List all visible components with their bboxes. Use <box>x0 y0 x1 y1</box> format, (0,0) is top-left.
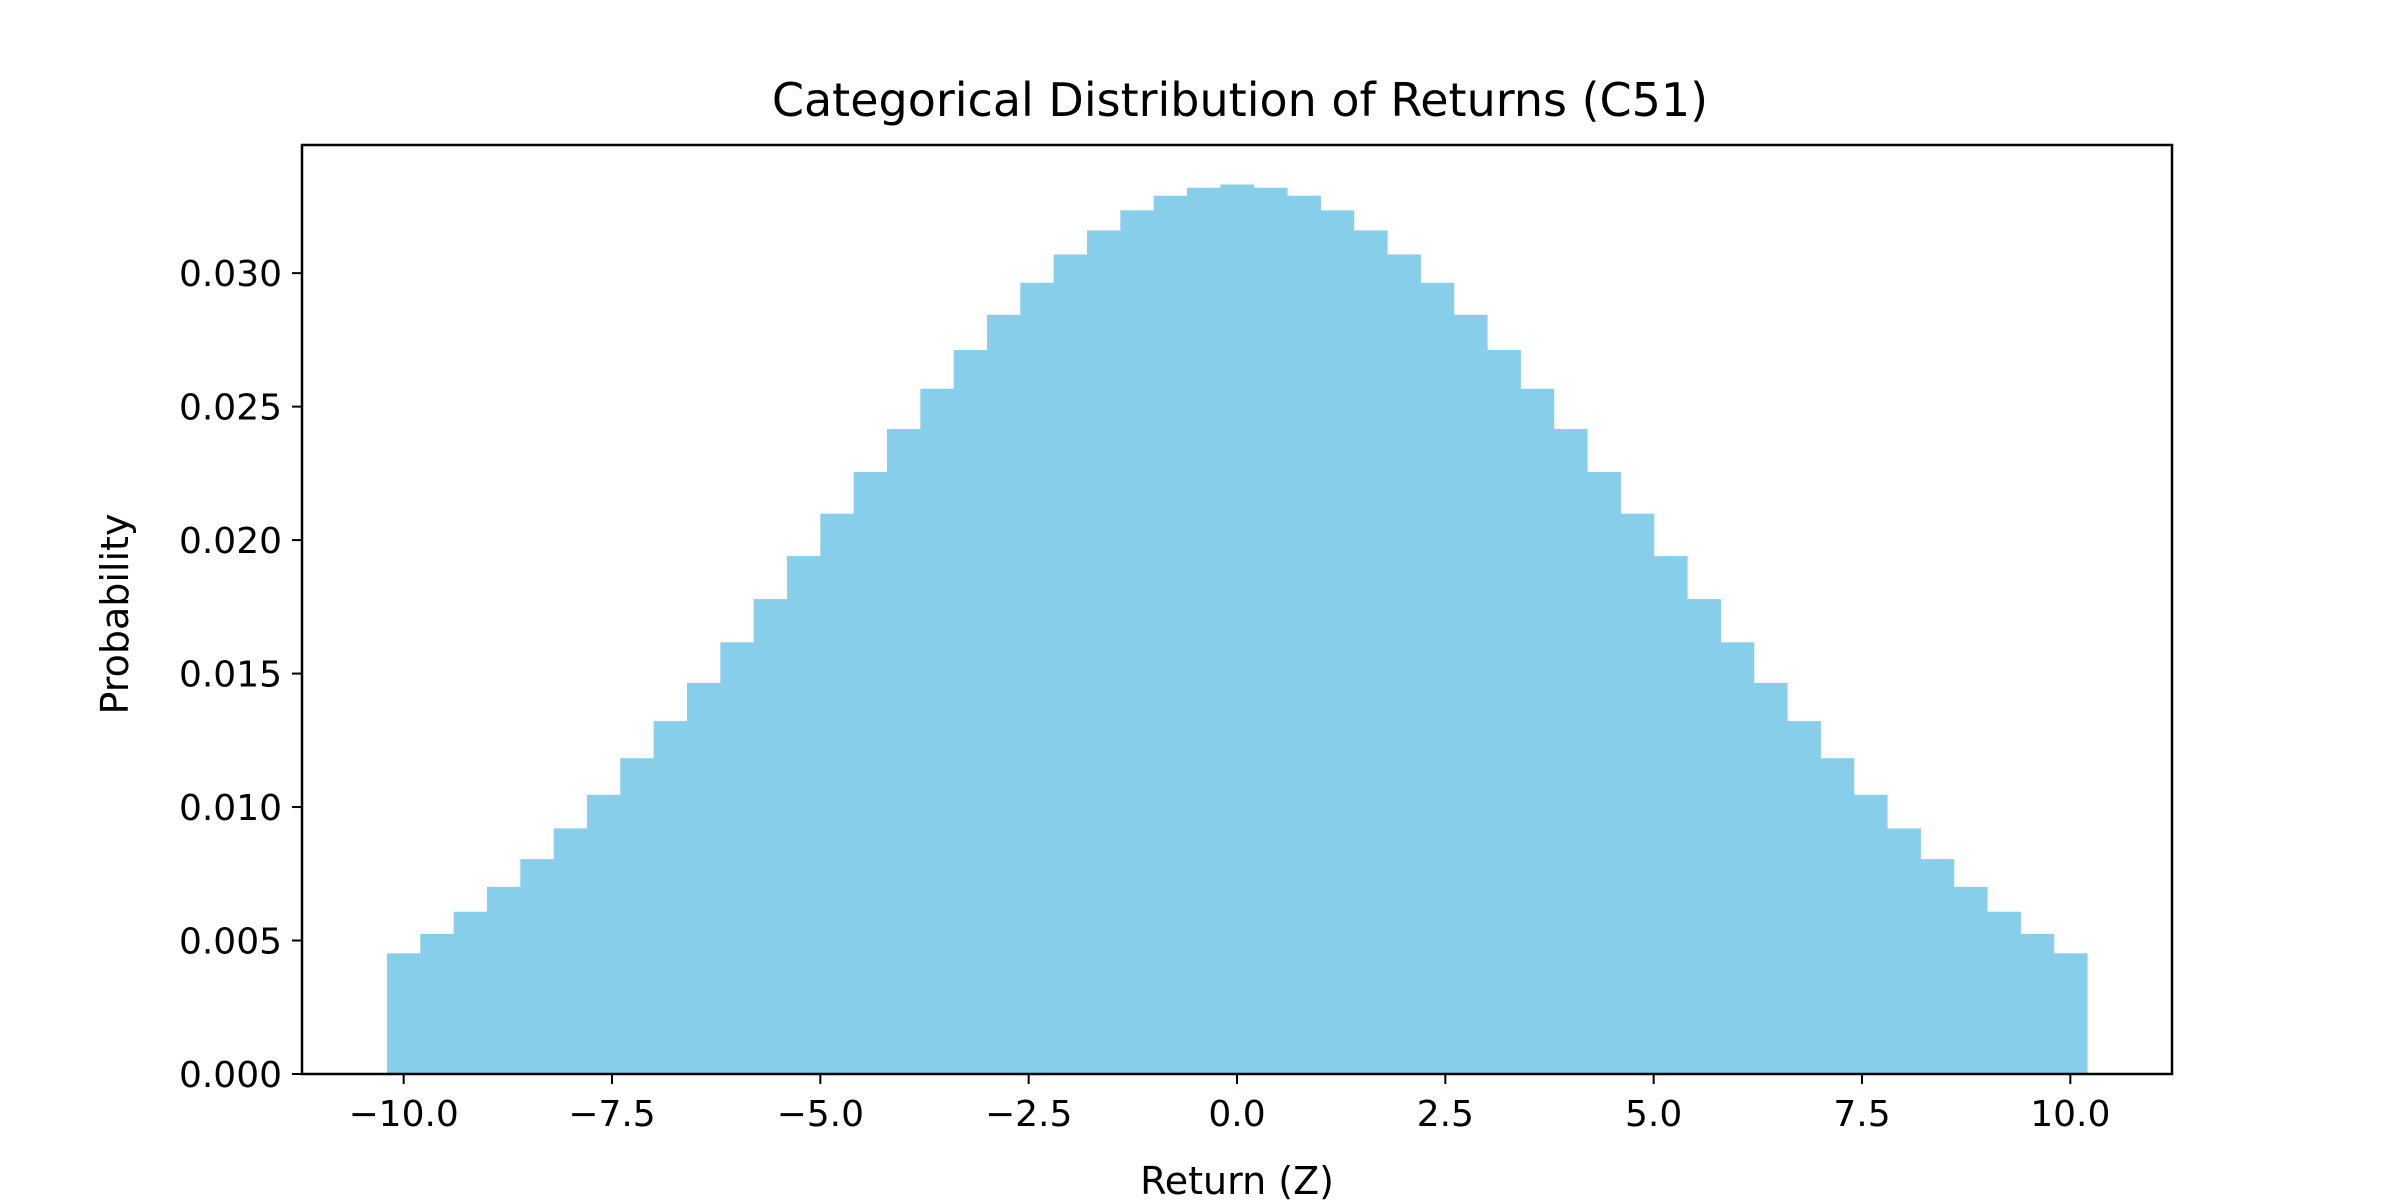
bar <box>1753 682 1788 1074</box>
bar <box>1820 758 1855 1074</box>
bar <box>553 828 588 1074</box>
y-axis-ticks: 0.000 0.005 0.010 0.015 0.020 0.025 0.030 <box>179 254 302 1096</box>
bar <box>820 513 855 1074</box>
bar <box>887 429 921 1075</box>
x-axis-label: Return (Z) <box>1140 1159 1334 1200</box>
bar <box>1620 513 1655 1074</box>
x-axis-ticks: −10.0 −7.5 −5.0 −2.5 0.0 2.5 5.0 7.5 10.0 <box>349 1074 2110 1135</box>
bar <box>1153 195 1188 1075</box>
x-tick-label: 10.0 <box>2030 1094 2110 1135</box>
bar <box>853 472 888 1074</box>
bar <box>453 911 488 1074</box>
bar <box>687 682 721 1074</box>
y-tick-label: 0.005 <box>179 922 282 963</box>
x-tick-label: −5.0 <box>777 1094 864 1135</box>
y-axis-label: Probability <box>93 514 137 715</box>
bar <box>787 556 821 1074</box>
x-tick-label: 7.5 <box>1833 1094 1890 1135</box>
bar <box>987 314 1021 1075</box>
bar <box>1687 599 1721 1074</box>
bar <box>1953 886 1988 1074</box>
y-tick-label: 0.015 <box>179 655 282 696</box>
bar <box>953 350 988 1074</box>
bar <box>387 953 421 1074</box>
bar <box>1520 388 1555 1075</box>
bar <box>1053 254 1088 1074</box>
bar <box>1587 472 1621 1074</box>
bar <box>420 933 455 1074</box>
bar <box>1353 230 1388 1074</box>
bar <box>1320 210 1355 1074</box>
bars-group <box>387 184 2088 1075</box>
bar <box>1920 859 1955 1074</box>
bar <box>1120 210 1155 1074</box>
bar <box>1720 642 1755 1074</box>
bar <box>1087 230 1121 1074</box>
bar <box>520 859 555 1074</box>
bar <box>1420 282 1455 1074</box>
bar <box>1387 254 1421 1074</box>
bar <box>653 721 688 1074</box>
bar <box>1453 314 1488 1075</box>
bar <box>1220 184 1255 1074</box>
bar <box>1487 350 1521 1074</box>
x-tick-label: 0.0 <box>1208 1094 1265 1135</box>
bar <box>2020 933 2055 1074</box>
x-tick-label: −7.5 <box>568 1094 655 1135</box>
bar <box>1287 195 1321 1075</box>
y-tick-label: 0.010 <box>179 788 282 829</box>
bar <box>1853 794 1888 1074</box>
y-tick-label: 0.000 <box>179 1055 282 1096</box>
bar <box>587 794 621 1074</box>
x-tick-label: −10.0 <box>349 1094 459 1135</box>
bar <box>1987 911 2021 1074</box>
bar <box>620 758 655 1074</box>
bar <box>2053 953 2088 1074</box>
x-tick-label: 2.5 <box>1417 1094 1474 1135</box>
y-tick-label: 0.030 <box>179 254 282 295</box>
bar <box>1253 187 1288 1074</box>
bar <box>753 599 788 1074</box>
bar <box>487 886 521 1074</box>
bar <box>1553 429 1588 1075</box>
bar <box>1653 556 1688 1074</box>
x-tick-label: −2.5 <box>985 1094 1072 1135</box>
bar <box>1787 721 1821 1074</box>
chart-title: Categorical Distribution of Returns (C51… <box>772 73 1708 127</box>
y-tick-label: 0.025 <box>179 388 282 429</box>
y-tick-label: 0.020 <box>179 521 282 562</box>
plot-frame <box>300 143 2174 1076</box>
x-tick-label: 5.0 <box>1625 1094 1682 1135</box>
bar <box>720 642 755 1074</box>
bar <box>920 388 955 1075</box>
bar <box>1887 828 1921 1074</box>
bar <box>1187 187 1221 1074</box>
bar <box>1020 282 1055 1074</box>
